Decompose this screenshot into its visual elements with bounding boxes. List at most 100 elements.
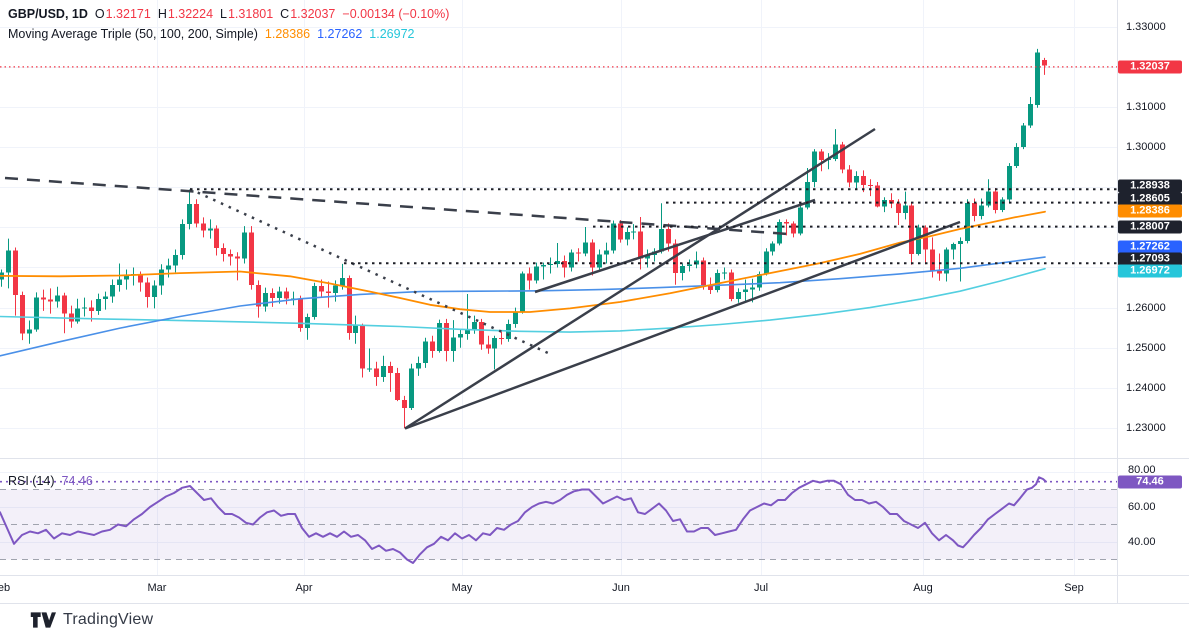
candle-body [166, 265, 171, 270]
candle-body [319, 285, 324, 292]
candle-body [819, 151, 824, 160]
candle-body [117, 279, 122, 286]
price-tick-label: 1.31000 [1126, 101, 1166, 113]
ma200-line [0, 267, 1046, 333]
candle-body [625, 232, 630, 240]
candle-body [430, 341, 435, 351]
candle-body [1035, 52, 1040, 105]
symbol-legend[interactable]: GBP/USD, 1D O 1.32171 H 1.32224 L 1.31801 C… [8, 7, 449, 21]
trendline-solid-3[interactable] [404, 220, 961, 430]
candle-body [214, 228, 219, 249]
candle-body [527, 273, 532, 281]
tradingview-logo[interactable]: TradingView [30, 610, 153, 630]
candle-body [82, 307, 87, 309]
candle-body [590, 242, 595, 268]
ma100-value: 1.27262 [317, 27, 363, 41]
candle-body [708, 284, 713, 290]
ma200-value: 1.26972 [369, 27, 415, 41]
candle-body [499, 338, 504, 340]
candle-body [13, 250, 18, 295]
candle-body [423, 341, 428, 363]
candle-body [993, 191, 998, 211]
candle-body [903, 205, 908, 213]
candle-body [402, 399, 407, 408]
candle-body [201, 223, 206, 231]
price-badge-1.28605: 1.28605 [1118, 192, 1182, 205]
trendline-solid-4[interactable] [534, 198, 816, 294]
candle-body [458, 334, 463, 338]
candle-body [972, 202, 977, 217]
candle-body [875, 185, 880, 207]
candle-body [381, 366, 386, 378]
candle-body [451, 337, 456, 351]
candle-body [597, 254, 602, 268]
rsi-tick-label: 60.00 [1128, 501, 1156, 513]
candle-body [937, 271, 942, 274]
candle-body [757, 273, 762, 288]
candle-body [701, 260, 706, 285]
ohlc-close: C 1.32037 [280, 7, 336, 21]
ohlc-open: O 1.32171 [94, 7, 151, 21]
time-tick-label-Jun: Jun [612, 582, 630, 594]
candle-body [986, 191, 991, 206]
price-tick-label: 1.30000 [1126, 141, 1166, 154]
candle-body [395, 373, 400, 400]
candle-body [951, 244, 956, 250]
candle-body [145, 282, 150, 298]
symbol-title[interactable]: GBP/USD, 1D [8, 7, 88, 21]
rsi-tick-label: 80.00 [1128, 464, 1156, 476]
candle-body [27, 329, 32, 334]
candle-body [180, 224, 185, 256]
candle-body [513, 311, 518, 325]
ma-indicator-title[interactable]: Moving Average Triple (50, 100, 200, Sim… [8, 27, 258, 41]
trendline-solid-2[interactable] [404, 127, 876, 430]
candle-body [1014, 147, 1019, 166]
candle-body [840, 144, 845, 170]
candle-body [228, 253, 233, 257]
ma50-value: 1.28386 [264, 27, 311, 41]
candle-body [611, 223, 616, 251]
candle-body [416, 362, 421, 369]
candle-body [152, 285, 157, 298]
candle-body [235, 256, 240, 259]
rsi-tick-label: 40.00 [1128, 536, 1156, 548]
candle-body [6, 250, 11, 273]
candle-body [1021, 125, 1026, 148]
candle-body [979, 205, 984, 217]
candle-body [340, 277, 345, 286]
time-axis[interactable] [0, 575, 1117, 603]
candle-body [444, 322, 449, 351]
time-tick-label-May: May [451, 582, 473, 594]
candle-body [569, 252, 574, 268]
candle-body [861, 176, 866, 186]
candle-body [89, 307, 94, 311]
time-tick-label-Mar: Mar [147, 582, 167, 594]
candle-body [1000, 199, 1005, 211]
trendline-dotted-1[interactable] [189, 187, 549, 355]
price-tick-label: 1.24000 [1126, 381, 1166, 394]
candle-body [770, 243, 775, 252]
rsi-indicator-title[interactable]: RSI (14) [8, 474, 55, 488]
rsi-indicator-legend[interactable]: RSI (14) 74.46 [8, 474, 93, 488]
candle-body [486, 344, 491, 349]
ohlc-low: L 1.31801 [220, 7, 274, 21]
ma-indicator-legend[interactable]: Moving Average Triple (50, 100, 200, Sim… [8, 27, 414, 41]
candle-body [1042, 60, 1047, 66]
candle-body [638, 231, 643, 259]
candle-body [242, 232, 247, 259]
candle-body [743, 289, 748, 292]
candle-body [409, 368, 414, 408]
candle-body [631, 231, 636, 233]
candle-body [479, 322, 484, 345]
candle-body [263, 292, 268, 307]
candle-body [284, 291, 289, 299]
candle-body [562, 261, 567, 268]
candle-body [784, 222, 789, 224]
candle-body [965, 202, 970, 242]
candle-body [110, 285, 115, 297]
candle-body [847, 169, 852, 183]
candle-body [187, 204, 192, 225]
candle-body [159, 269, 164, 286]
candle-body [548, 263, 553, 266]
